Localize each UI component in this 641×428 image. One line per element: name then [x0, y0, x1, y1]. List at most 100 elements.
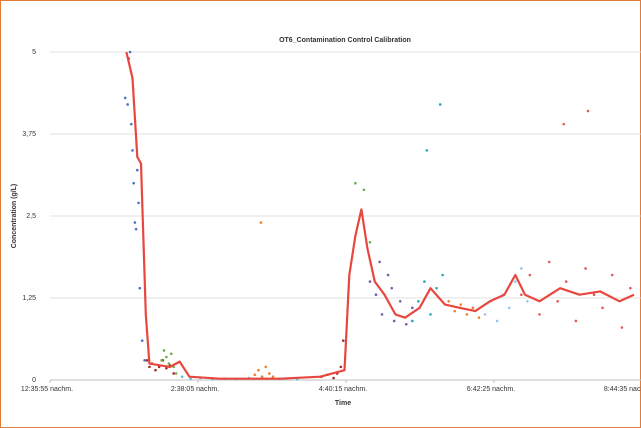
x-tick-label: 8:44:35 nachm. [604, 386, 641, 393]
data-point [547, 260, 551, 264]
data-point [380, 313, 384, 316]
data-point [189, 377, 192, 380]
x-axis-title: Time [335, 400, 351, 407]
data-point [180, 375, 184, 379]
data-point [132, 181, 135, 185]
data-point [629, 286, 632, 290]
data-point [453, 309, 457, 313]
data-point [123, 96, 127, 100]
data-point [528, 273, 532, 277]
data-point [477, 316, 481, 319]
data-point [592, 293, 596, 297]
data-point [165, 366, 168, 370]
data-point [417, 299, 420, 303]
y-tick-label: 1,25 [22, 295, 36, 302]
data-point [620, 326, 624, 329]
data-point [574, 319, 578, 323]
data-point [131, 149, 134, 152]
data-point [520, 293, 523, 297]
data-point [133, 221, 137, 224]
data-point [411, 306, 414, 310]
data-point [145, 359, 149, 362]
data-point [264, 365, 268, 369]
data-point [140, 339, 144, 342]
data-point [404, 322, 408, 326]
data-point [160, 359, 163, 362]
x-tick-label: 6:42:25 nachm. [467, 386, 515, 393]
data-point [260, 375, 264, 379]
data-point [447, 299, 450, 303]
data-point [425, 149, 429, 152]
y-axis-title: Concentration (g/L) [11, 184, 18, 249]
data-point [471, 306, 475, 310]
data-point [586, 109, 590, 113]
data-point [435, 286, 438, 290]
data-point [368, 280, 372, 283]
data-point [520, 267, 523, 270]
data-point [172, 372, 175, 375]
data-point [134, 227, 138, 231]
data-point [374, 293, 378, 297]
data-point [392, 319, 396, 323]
data-point [332, 376, 335, 380]
data-point [174, 372, 178, 375]
data-point [126, 103, 129, 106]
data-point [423, 280, 426, 283]
data-point [495, 319, 499, 323]
data-point [257, 368, 260, 372]
data-point [339, 365, 343, 369]
data-point [354, 181, 357, 185]
y-tick-label: 0 [32, 377, 36, 384]
data-point [441, 273, 444, 277]
y-tick-label: 3,75 [22, 131, 36, 138]
chart-title: OT6_Contamination Control Calibration [279, 37, 411, 44]
data-point [253, 373, 257, 377]
data-point [429, 313, 432, 316]
data-point [465, 313, 469, 316]
data-point [129, 122, 133, 126]
data-point [271, 375, 275, 379]
data-point [143, 359, 146, 362]
data-point [259, 221, 263, 224]
data-point [538, 313, 541, 316]
data-point [390, 286, 394, 290]
data-point [362, 188, 366, 192]
data-point [138, 286, 142, 290]
y-tick-label: 2,5 [26, 213, 36, 220]
data-point [341, 339, 345, 342]
data-point [128, 50, 132, 54]
data-point [169, 352, 173, 356]
data-point [556, 299, 560, 303]
data-point [136, 168, 139, 172]
data-point [526, 299, 529, 303]
data-point [268, 372, 271, 375]
data-point [459, 303, 463, 306]
data-line [125, 51, 635, 380]
x-tick-label: 4:40:15 nachm. [319, 386, 367, 393]
y-tick-label: 5 [32, 49, 36, 56]
data-point [507, 306, 511, 310]
data-point [167, 362, 171, 365]
x-tick-label: 12:35:55 nachm. [21, 386, 73, 393]
data-point [601, 306, 604, 310]
data-point [564, 280, 568, 283]
data-point [137, 201, 140, 205]
data-point [148, 365, 151, 369]
data-point [368, 240, 372, 244]
data-point [386, 273, 390, 277]
data-point [562, 122, 566, 126]
data-point [483, 313, 487, 316]
data-point [398, 299, 402, 303]
data-point [584, 267, 587, 270]
data-point [165, 355, 168, 359]
x-tick-label: 2:38:05 nachm. [171, 386, 219, 393]
data-point [162, 349, 166, 352]
data-point [411, 319, 414, 323]
data-point [438, 103, 442, 106]
data-point [154, 368, 157, 372]
data-point [514, 280, 517, 283]
data-point [378, 260, 381, 264]
data-point [610, 273, 614, 277]
